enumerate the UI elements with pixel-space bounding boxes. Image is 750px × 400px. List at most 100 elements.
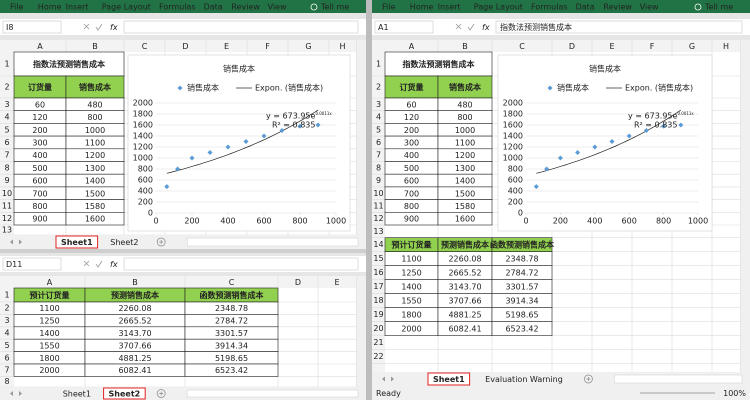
cell-text: 60: [35, 100, 45, 109]
ribbon-tab[interactable]: File: [10, 3, 23, 12]
ribbon-tab[interactable]: Page Layout: [474, 3, 523, 12]
y-tick-label: 800: [138, 165, 153, 174]
point: [175, 166, 181, 172]
cell-text: 3301.57: [215, 329, 248, 338]
cell-text: 1250: [401, 269, 421, 278]
row-number: 16: [373, 268, 383, 277]
y-tick-label: 1800: [503, 110, 523, 119]
x-tick-label: 1000: [688, 217, 708, 226]
tab-nav: [10, 239, 22, 245]
row-number: 5: [4, 125, 9, 134]
cell-text: 2000: [39, 366, 59, 375]
point: [661, 123, 667, 129]
v-scroll: [357, 276, 366, 387]
v-scroll: [357, 40, 366, 235]
row-number: 6: [4, 138, 9, 147]
col-letter: A: [37, 42, 43, 51]
cell-text: 1550: [401, 297, 421, 306]
row-number: 13: [2, 226, 12, 235]
col-header: [0, 276, 356, 288]
row-number: 14: [373, 240, 383, 249]
sheet-tab-label[interactable]: Sheet1: [61, 238, 93, 247]
cell-text: 600: [404, 177, 419, 186]
add-sheet[interactable]: [156, 237, 166, 247]
row-number: 22: [373, 352, 383, 361]
cell-text: 1500: [85, 189, 105, 198]
tell-me[interactable]: Tell me: [320, 3, 349, 12]
ribbon-tab[interactable]: View: [640, 3, 659, 12]
y-tick-label: 0: [518, 209, 523, 218]
row-number: 1: [4, 291, 9, 300]
ribbon-tab[interactable]: Review: [603, 3, 632, 12]
ribbon-tab[interactable]: Insert: [66, 3, 89, 12]
name-box: [374, 20, 434, 34]
cell-text: 600: [32, 177, 47, 186]
enter-icon: [467, 23, 475, 31]
col-letter: D: [569, 42, 575, 51]
row-number: 9: [376, 176, 381, 185]
cell-text: 1100: [85, 138, 105, 147]
ribbon-tab[interactable]: Review: [231, 3, 260, 12]
cell-text: 销售成本: [449, 82, 481, 92]
row-number: 20: [373, 324, 383, 333]
cell-text: 300: [32, 138, 47, 147]
ribbon-tab[interactable]: Page Layout: [102, 3, 151, 12]
ribbon-tab[interactable]: File: [382, 3, 395, 12]
sheet-tab[interactable]: [103, 387, 146, 400]
cell-text: 预计订货量: [392, 240, 432, 250]
ribbon-tab[interactable]: Formulas: [159, 3, 196, 12]
sheet-tab-label[interactable]: Sheet2: [110, 238, 138, 247]
trend-r2: R² = 0.835: [272, 121, 315, 130]
cell: [491, 321, 553, 337]
ribbon-tab[interactable]: Formulas: [531, 3, 568, 12]
cell-text: 700: [404, 189, 419, 198]
ribbon-tab[interactable]: Home: [38, 3, 62, 12]
legend-label: Expon. (销售成本): [625, 83, 693, 93]
cell-text: 6082.41: [118, 366, 151, 375]
sheet-tab-label[interactable]: Sheet1: [433, 375, 465, 384]
row-number: 8: [4, 377, 9, 386]
cell-text: 2260.08: [118, 304, 151, 313]
sheet-tab-label[interactable]: Evaluation Warning: [485, 375, 563, 384]
cell-text: 4881.25: [448, 311, 481, 320]
cell-text: 400: [32, 151, 47, 160]
cell-text: 1100: [455, 138, 475, 147]
cell-text: 1200: [455, 151, 475, 160]
cell-text: 6523.42: [215, 366, 248, 375]
sheet-tab[interactable]: [55, 235, 99, 249]
row-number: 15: [373, 254, 383, 263]
h-scroll: [614, 374, 743, 384]
chart-title: 销售成本: [223, 64, 255, 74]
tell-me[interactable]: Tell me: [704, 3, 733, 12]
add-sheet[interactable]: [584, 374, 593, 384]
cell-text: 900: [32, 215, 47, 224]
row-number: 21: [373, 338, 383, 347]
row-number: 12: [373, 214, 383, 223]
cell-text: 200: [404, 126, 419, 135]
row-number: 18: [373, 296, 383, 305]
chart-area: [497, 54, 713, 232]
sheet-tab-label[interactable]: Sheet1: [63, 390, 91, 399]
cell-text: 6082.41: [448, 325, 481, 334]
row-number: 10: [2, 189, 12, 198]
sheet-tab[interactable]: [427, 372, 471, 386]
ribbon: [372, 0, 750, 13]
ribbon-tab[interactable]: Data: [576, 3, 595, 12]
ribbon-tab[interactable]: Insert: [438, 3, 461, 12]
y-tick-label: 1000: [133, 154, 153, 163]
cell-text: 1800: [39, 354, 59, 363]
ribbon-tab[interactable]: Home: [410, 3, 434, 12]
ribbon-tab[interactable]: Data: [204, 3, 223, 12]
y-tick-label: 1000: [503, 154, 523, 163]
sheet-tab-label[interactable]: Sheet2: [109, 390, 141, 399]
trendline: [166, 109, 319, 174]
tell-me-icon: [694, 3, 702, 11]
ribbon-tab[interactable]: View: [268, 3, 287, 12]
point: [225, 144, 231, 150]
cell-text: 1580: [85, 202, 105, 211]
y-tick-label: 800: [508, 165, 523, 174]
cell-text: 函数预测销售成本: [200, 290, 264, 300]
cell-text: 800: [32, 202, 47, 211]
row-number: 4: [376, 113, 381, 122]
add-sheet[interactable]: [156, 389, 166, 398]
